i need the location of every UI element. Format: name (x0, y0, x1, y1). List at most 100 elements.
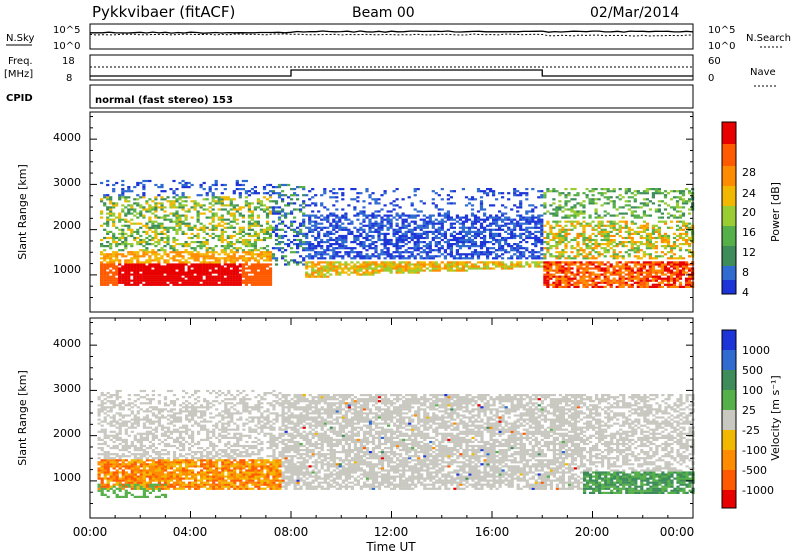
power-cell (377, 226, 381, 229)
power-cell (133, 283, 137, 286)
power-cell (103, 269, 107, 272)
power-cell (639, 269, 643, 272)
power-cell (416, 253, 420, 256)
power-cell (455, 238, 459, 242)
power-cell (226, 222, 230, 225)
power-cell (121, 277, 125, 280)
power-cell (573, 273, 577, 276)
power-cell (413, 234, 417, 238)
velocity-cell (103, 406, 107, 409)
power-cell (268, 259, 273, 262)
power-cell (416, 214, 420, 217)
power-cell (178, 265, 182, 268)
power-cell (534, 245, 538, 248)
power-cell (685, 261, 689, 264)
power-cell (431, 220, 435, 223)
power-cell (564, 214, 568, 217)
power-cell (208, 188, 212, 191)
velocity-cell (103, 402, 107, 405)
cpid-panel: CPID normal (fast stereo) 153 (6, 84, 694, 109)
power-cell (597, 263, 601, 266)
power-cell (630, 243, 634, 246)
velocity-cell (100, 485, 104, 488)
power-cell (205, 198, 209, 201)
power-cell (540, 218, 544, 221)
power-cell (169, 275, 173, 278)
power-cell (449, 245, 453, 248)
power-cell (106, 241, 110, 244)
power-cell (305, 204, 309, 207)
power-cell (685, 265, 689, 268)
power-cell (365, 238, 369, 242)
power-cell (621, 265, 625, 268)
power-cell (525, 261, 529, 264)
power-cell (142, 245, 146, 248)
power-cell (639, 285, 643, 288)
power-cell (633, 281, 637, 284)
power-cell (338, 267, 342, 270)
power-cell (492, 247, 496, 250)
power-cell (648, 285, 652, 288)
power-cell (428, 220, 432, 223)
power-cell (338, 263, 342, 266)
power-cell (603, 202, 607, 205)
power-cell (265, 273, 270, 276)
power-cell (121, 179, 125, 183)
power-cell (513, 204, 517, 207)
power-cell (591, 261, 595, 264)
power-cell (567, 214, 571, 217)
power-cell (106, 232, 110, 235)
power-cell (606, 198, 610, 201)
power-cell (570, 263, 574, 266)
power-cell (546, 271, 550, 274)
power-cell (552, 214, 556, 217)
power-cell (389, 257, 393, 260)
power-cell (675, 234, 680, 238)
power-cell (226, 275, 230, 278)
power-cell (666, 263, 671, 266)
power-cell (558, 208, 562, 211)
power-cell (112, 202, 116, 205)
power-cell (470, 230, 475, 233)
power-cell (302, 249, 306, 252)
power-cell (594, 273, 598, 276)
power-heatmap (100, 179, 695, 288)
power-cell (681, 220, 686, 223)
power-cell (181, 206, 185, 209)
power-cell (645, 238, 649, 242)
power-cell (250, 222, 254, 225)
power-cell (672, 208, 677, 211)
power-cell (259, 253, 263, 256)
power-cell (579, 263, 583, 266)
power-cell (244, 200, 248, 203)
power-cell (344, 245, 348, 248)
velocity-cell (106, 434, 110, 437)
power-cell (606, 267, 610, 270)
power-cell (516, 257, 520, 260)
power-cell (118, 275, 122, 278)
power-cell (142, 269, 146, 272)
power-cell (615, 245, 619, 248)
power-cell (591, 190, 595, 193)
power-cell (461, 253, 465, 256)
power-cell (492, 190, 496, 193)
power-cell (398, 238, 402, 242)
power-cell (211, 228, 215, 231)
power-cell (639, 265, 643, 268)
power-cell (154, 196, 158, 199)
power-cell (371, 269, 375, 272)
power-cell (293, 216, 297, 219)
velocity-cell (100, 491, 104, 494)
power-cell (338, 265, 342, 268)
power-cell (597, 220, 601, 223)
power-cell (115, 216, 119, 219)
power-cell (519, 204, 523, 207)
power-cell (350, 257, 354, 260)
power-cell (377, 202, 381, 205)
power-cell (401, 224, 405, 227)
power-cell (142, 216, 146, 219)
power-cell (395, 204, 399, 207)
power-cell (109, 279, 113, 282)
power-cell (184, 186, 188, 189)
power-cell (612, 245, 616, 248)
